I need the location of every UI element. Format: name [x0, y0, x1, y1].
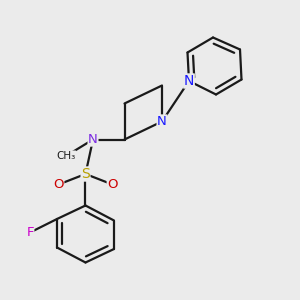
Text: S: S [81, 167, 90, 181]
Text: CH₃: CH₃ [56, 151, 76, 161]
Text: F: F [26, 226, 34, 239]
Text: N: N [184, 74, 194, 88]
Text: N: N [157, 115, 167, 128]
Text: O: O [53, 178, 64, 191]
Text: O: O [107, 178, 118, 191]
Text: N: N [88, 133, 98, 146]
